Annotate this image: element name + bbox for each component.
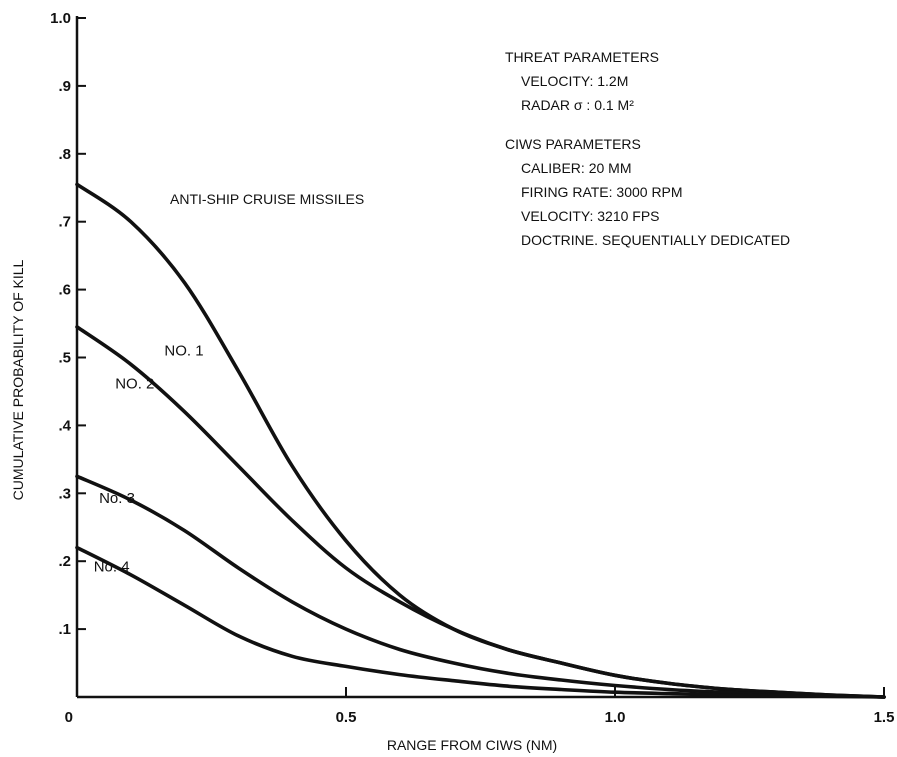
series-label-1: NO. 1 <box>164 343 203 360</box>
y-axis-title: CUMULATIVE PROBABILITY OF KILL <box>10 259 26 500</box>
series-labels: NO. 1 NO. 2 No. 3 No. 4 <box>94 343 204 576</box>
series-line-3 <box>75 474 886 699</box>
series-line-1 <box>75 182 886 699</box>
x-ticks: 0 0.5 1.0 1.5 <box>65 687 895 726</box>
series-label-4: No. 4 <box>94 558 130 575</box>
y-tick-label: .1 <box>58 621 71 638</box>
annotation-threat-velocity: VELOCITY: 1.2M <box>521 73 628 89</box>
annotation-radar-sigma: RADAR σ : 0.1 M² <box>521 97 634 113</box>
y-tick-label: .7 <box>58 214 71 231</box>
y-tick-label: .8 <box>58 146 71 163</box>
x-tick-label: 0 <box>65 709 73 726</box>
y-tick-label: .3 <box>58 485 71 502</box>
annotation-threat-parameters: THREAT PARAMETERS <box>505 49 659 65</box>
annotation-doctrine: DOCTRINE. SEQUENTIALLY DEDICATED <box>521 232 790 248</box>
x-tick-label: 1.5 <box>874 709 895 726</box>
axes: .1 .2 .3 .4 .5 .6 .7 .8 .9 1.0 0 0.5 1.0 1.5 <box>50 10 894 726</box>
x-axis-title: RANGE FROM CIWS (NM) <box>387 737 557 753</box>
series-label-3: No. 3 <box>99 490 135 507</box>
series-label-2: NO. 2 <box>115 375 154 392</box>
x-tick-label: 1.0 <box>605 709 626 726</box>
y-ticks: .1 .2 .3 .4 .5 .6 .7 .8 .9 1.0 <box>50 10 86 638</box>
annotation-anti-ship-cruise-missiles: ANTI-SHIP CRUISE MISSILES <box>170 191 364 207</box>
series-line-4 <box>75 545 886 699</box>
y-tick-label: .2 <box>58 553 71 570</box>
y-tick-label: .5 <box>58 350 71 367</box>
y-tick-label: .4 <box>58 417 71 434</box>
x-tick-label: 0.5 <box>336 709 357 726</box>
annotation-ciws-velocity: VELOCITY: 3210 FPS <box>521 208 660 224</box>
y-tick-label: 1.0 <box>50 10 71 27</box>
annotation-caliber: CALIBER: 20 MM <box>521 160 631 176</box>
series-curves <box>75 182 886 699</box>
annotations: ANTI-SHIP CRUISE MISSILES THREAT PARAMET… <box>170 49 790 248</box>
y-tick-label: .9 <box>58 78 71 95</box>
series-line-2 <box>75 325 886 699</box>
y-tick-label: .6 <box>58 282 71 299</box>
annotation-ciws-parameters: CIWS PARAMETERS <box>505 136 641 152</box>
annotation-firing-rate: FIRING RATE: 3000 RPM <box>521 184 683 200</box>
